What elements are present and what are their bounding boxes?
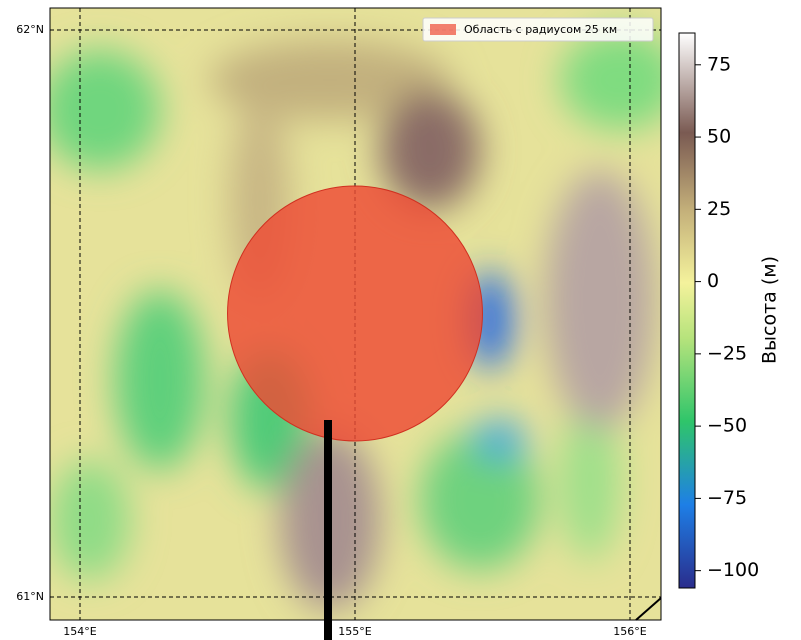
- lat-label: 61°N: [16, 590, 44, 603]
- colorbar-tick-label: 25: [707, 198, 731, 220]
- colorbar: [679, 33, 695, 588]
- colorbar-label: Высота (м): [759, 256, 781, 364]
- lon-label: 155°E: [338, 625, 371, 638]
- lon-label: 154°E: [63, 625, 96, 638]
- colorbar-tick-label: 75: [707, 53, 731, 75]
- area-circle: [228, 186, 483, 441]
- colorbar-tick-label: −100: [707, 559, 759, 581]
- lon-label: 156°E: [613, 625, 646, 638]
- colorbar-tick-label: 50: [707, 126, 731, 148]
- colorbar-tick-label: −50: [707, 415, 747, 437]
- colorbar-tick-label: −25: [707, 342, 747, 364]
- map-figure: Высота (м) 154°E 155°E 156°E 62°N 61°N Облас…: [0, 0, 801, 640]
- lat-label: 62°N: [16, 23, 44, 36]
- colorbar-tick-label: −75: [707, 487, 747, 509]
- colorbar-tick-label: 0: [707, 270, 719, 292]
- legend-swatch: [430, 24, 456, 35]
- black-bar: [324, 420, 332, 640]
- legend: Область с радиусом 25 км: [423, 18, 653, 41]
- legend-label: Область с радиусом 25 км: [464, 23, 617, 36]
